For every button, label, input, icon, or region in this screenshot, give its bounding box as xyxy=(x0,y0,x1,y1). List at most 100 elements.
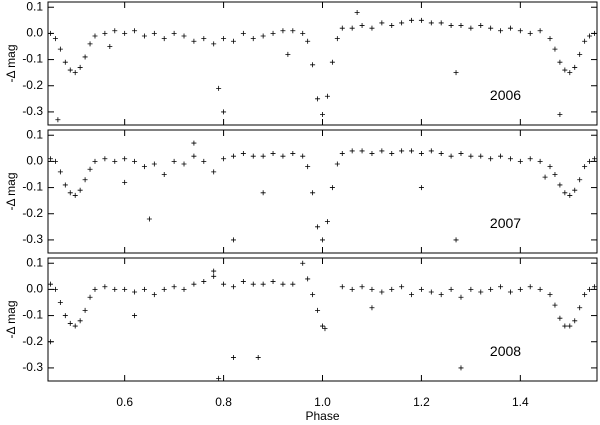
data-point xyxy=(151,161,157,167)
data-point xyxy=(389,23,395,29)
data-point xyxy=(478,153,484,159)
data-point xyxy=(300,260,306,266)
data-point xyxy=(112,158,118,164)
data-point xyxy=(582,292,588,298)
data-point xyxy=(141,286,147,292)
data-point xyxy=(230,237,236,243)
data-point xyxy=(498,28,504,34)
data-point xyxy=(562,323,568,329)
data-point xyxy=(82,177,88,183)
data-point xyxy=(216,85,222,91)
data-point xyxy=(211,41,217,47)
data-point xyxy=(339,284,345,290)
data-point xyxy=(517,28,523,34)
data-point xyxy=(47,156,53,162)
data-point xyxy=(527,284,533,290)
data-point xyxy=(305,164,311,170)
data-point xyxy=(171,30,177,36)
data-point xyxy=(359,284,365,290)
data-point xyxy=(458,23,464,29)
data-point xyxy=(191,38,197,44)
data-point xyxy=(582,164,588,170)
data-point xyxy=(468,153,474,159)
data-point xyxy=(349,286,355,292)
data-point xyxy=(146,216,152,222)
data-point xyxy=(458,365,464,371)
data-point xyxy=(201,279,207,285)
data-point xyxy=(418,151,424,157)
data-point xyxy=(438,151,444,157)
data-point xyxy=(310,292,316,298)
y-tick-label: 0.1 xyxy=(26,127,43,141)
data-point xyxy=(315,224,321,230)
data-point xyxy=(542,174,548,180)
annotation: 2006 xyxy=(490,87,521,103)
y-tick-label: 0.1 xyxy=(26,255,43,269)
data-point xyxy=(369,305,375,311)
data-point xyxy=(527,30,533,36)
data-point xyxy=(290,28,296,34)
data-point xyxy=(230,354,236,360)
data-point xyxy=(216,375,222,381)
data-point xyxy=(399,284,405,290)
data-point xyxy=(305,276,311,282)
x-tick-label: 0.6 xyxy=(116,395,133,409)
data-point xyxy=(62,313,68,319)
data-point xyxy=(47,281,53,287)
data-point xyxy=(453,237,459,243)
data-point xyxy=(562,67,568,73)
data-point xyxy=(315,96,321,102)
data-point xyxy=(72,323,78,329)
data-point xyxy=(270,279,276,285)
data-point xyxy=(55,117,61,123)
data-point xyxy=(359,23,365,29)
data-point xyxy=(369,286,375,292)
data-point xyxy=(354,9,360,15)
data-point xyxy=(399,148,405,154)
data-point xyxy=(181,33,187,39)
data-point xyxy=(77,318,83,324)
data-point xyxy=(329,59,335,65)
annotation: 2008 xyxy=(490,343,521,359)
data-point xyxy=(339,25,345,31)
data-point xyxy=(132,28,138,34)
data-point xyxy=(592,30,598,36)
data-point xyxy=(488,156,494,162)
data-point xyxy=(537,158,543,164)
y-tick-label: -0.1 xyxy=(22,52,43,66)
data-point xyxy=(322,326,328,332)
data-point xyxy=(161,36,167,42)
data-point xyxy=(562,190,568,196)
plot-frame xyxy=(47,129,598,254)
data-point xyxy=(181,161,187,167)
data-point xyxy=(221,109,227,115)
data-point xyxy=(280,28,286,34)
data-point xyxy=(230,284,236,290)
data-point xyxy=(300,30,306,36)
data-point xyxy=(67,190,73,196)
data-point xyxy=(369,25,375,31)
data-point xyxy=(87,166,93,172)
data-point xyxy=(418,286,424,292)
data-point xyxy=(567,192,573,198)
data-point xyxy=(324,93,330,99)
data-point xyxy=(191,281,197,287)
data-point xyxy=(488,286,494,292)
data-point xyxy=(320,323,325,329)
data-point xyxy=(379,289,385,295)
data-point xyxy=(334,36,340,42)
data-point xyxy=(112,286,118,292)
data-point xyxy=(280,281,286,287)
data-point xyxy=(379,20,385,26)
data-point xyxy=(67,67,73,73)
data-point xyxy=(122,286,128,292)
x-tick-label: 1.0 xyxy=(314,395,331,409)
data-point xyxy=(240,151,246,157)
data-point xyxy=(102,156,108,162)
y-tick-label: 0.0 xyxy=(26,26,43,40)
data-point xyxy=(552,171,558,177)
data-point xyxy=(428,148,434,154)
data-point xyxy=(260,33,266,39)
data-point xyxy=(409,17,415,23)
